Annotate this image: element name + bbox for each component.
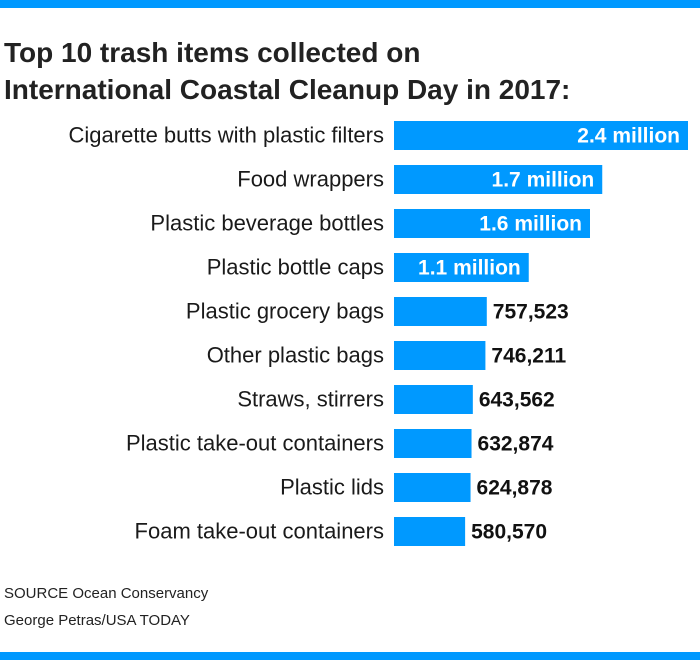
bar xyxy=(394,209,590,238)
chart-title-line2: International Coastal Cleanup Day in 201… xyxy=(4,74,571,105)
bar xyxy=(394,253,529,282)
value-label: 643,562 xyxy=(479,389,555,412)
value-label: 746,211 xyxy=(491,345,566,368)
bar xyxy=(394,517,466,546)
category-label: Cigarette butts with plastic filters xyxy=(69,123,384,148)
value-label: 580,570 xyxy=(471,521,547,544)
bar xyxy=(394,429,472,458)
bar xyxy=(394,341,486,370)
source-note: SOURCE Ocean Conservancy xyxy=(4,585,209,602)
value-label: 2.4 million xyxy=(577,125,680,148)
category-label: Plastic lids xyxy=(280,475,384,500)
bar-chart: Cigarette butts with plastic filters 2.4 … xyxy=(69,121,688,546)
bar xyxy=(394,385,473,414)
value-label: 1.6 million xyxy=(479,213,582,236)
value-label: 1.1 million xyxy=(418,257,521,280)
value-label: 1.7 million xyxy=(492,169,595,192)
bar xyxy=(394,165,603,194)
category-label: Plastic take-out containers xyxy=(126,431,384,456)
category-label: Straws, stirrers xyxy=(237,387,384,412)
bar xyxy=(394,121,688,150)
category-label: Other plastic bags xyxy=(207,343,384,368)
value-label: 624,878 xyxy=(477,477,553,500)
credit-note: George Petras/USA TODAY xyxy=(4,612,190,629)
category-label: Food wrappers xyxy=(237,167,384,192)
category-label: Plastic bottle caps xyxy=(207,255,384,280)
chart-title-line1: Top 10 trash items collected on xyxy=(4,37,421,68)
bar xyxy=(394,297,487,326)
bar xyxy=(394,473,471,502)
value-label: 632,874 xyxy=(478,433,554,456)
bottom-accent-rule xyxy=(0,652,700,660)
value-label: 757,523 xyxy=(493,301,569,324)
category-label: Plastic grocery bags xyxy=(186,299,384,324)
chart-title: Top 10 trash items collected on Internat… xyxy=(4,34,694,108)
category-label: Plastic beverage bottles xyxy=(150,211,384,236)
top-accent-rule xyxy=(0,0,700,8)
category-label: Foam take-out containers xyxy=(135,519,384,544)
